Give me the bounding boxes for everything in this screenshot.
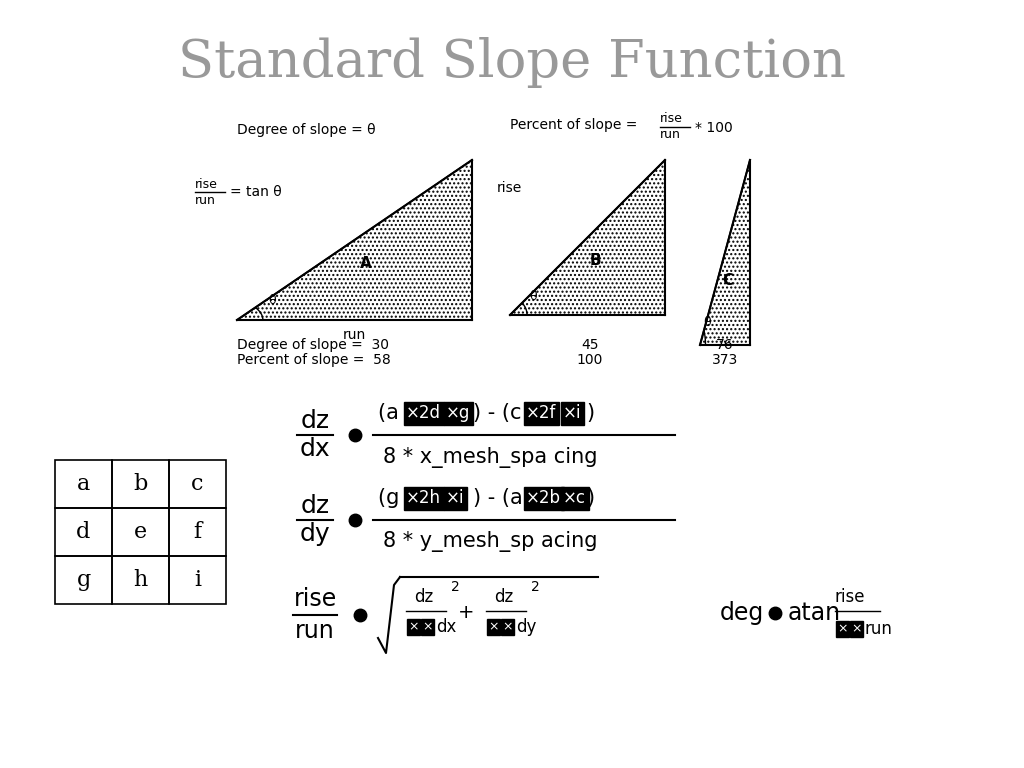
Bar [169, 556, 226, 604]
Text: ×: × [837, 623, 848, 635]
Text: run: run [295, 619, 335, 643]
Bar [169, 508, 226, 556]
Text: dy: dy [300, 522, 331, 546]
Text: (g: (g [378, 488, 406, 508]
Text: Percent of slope =: Percent of slope = [510, 118, 642, 132]
Text: ×i: ×i [446, 489, 465, 507]
Text: ×: × [851, 623, 861, 635]
Bar [55, 556, 112, 604]
Text: rise: rise [195, 178, 218, 191]
Bar [112, 556, 169, 604]
Text: run: run [195, 194, 216, 207]
Text: = tan θ: = tan θ [230, 185, 282, 199]
Text: 100: 100 [577, 353, 603, 367]
Text: d: d [77, 521, 91, 543]
Text: Degree of slope =  30: Degree of slope = 30 [237, 338, 389, 352]
Text: ): ) [586, 403, 594, 423]
Text: ): ) [586, 488, 594, 508]
Text: ×: × [408, 621, 419, 634]
Text: run: run [865, 620, 893, 638]
Text: dz: dz [494, 588, 513, 606]
Text: Percent of slope =  58: Percent of slope = 58 [237, 353, 391, 367]
Bar [55, 508, 112, 556]
Text: g: g [77, 569, 91, 591]
Text: ×2f: ×2f [526, 404, 556, 422]
Bar [169, 460, 226, 508]
Polygon shape [510, 160, 665, 315]
Text: rise: rise [293, 587, 337, 611]
Text: +: + [458, 604, 474, 623]
Text: 2: 2 [451, 580, 460, 594]
Text: * 100: * 100 [695, 121, 733, 135]
Text: ) - (c: ) - (c [473, 403, 528, 423]
Text: f: f [194, 521, 202, 543]
Text: 373: 373 [712, 353, 738, 367]
Text: ×: × [422, 621, 432, 634]
Text: θ: θ [268, 294, 276, 307]
Text: ×: × [502, 621, 512, 634]
Text: ×2d: ×2d [406, 404, 441, 422]
Text: θ: θ [703, 316, 712, 329]
Text: rise: rise [497, 181, 522, 195]
Polygon shape [237, 160, 472, 320]
Text: atan: atan [788, 601, 841, 625]
Text: e: e [134, 521, 147, 543]
Text: dz: dz [300, 409, 330, 433]
Text: 2: 2 [531, 580, 540, 594]
Text: run: run [343, 328, 367, 342]
Bar [112, 508, 169, 556]
Text: B: B [590, 253, 601, 268]
Text: dx: dx [436, 618, 457, 636]
Text: ×i: ×i [563, 404, 582, 422]
Text: dz: dz [414, 588, 433, 606]
Text: (a: (a [378, 403, 406, 423]
Text: 45: 45 [582, 338, 599, 352]
Text: c: c [191, 473, 204, 495]
Text: dy: dy [516, 618, 537, 636]
Text: rise: rise [660, 112, 683, 125]
Text: rise: rise [835, 588, 865, 606]
Text: Degree of slope = θ: Degree of slope = θ [237, 123, 376, 137]
Polygon shape [700, 160, 750, 345]
Text: ×: × [488, 621, 499, 634]
Text: b: b [133, 473, 147, 495]
Text: run: run [660, 128, 681, 141]
Text: 76: 76 [716, 338, 734, 352]
Text: 8 * y_mesh_sp acing: 8 * y_mesh_sp acing [383, 531, 597, 552]
Text: a: a [77, 473, 90, 495]
Text: dz: dz [300, 494, 330, 518]
Text: ×c: ×c [563, 489, 586, 507]
Text: h: h [133, 569, 147, 591]
Text: θ: θ [529, 290, 537, 303]
Text: i: i [194, 569, 201, 591]
Bar [55, 460, 112, 508]
Text: A: A [360, 257, 372, 272]
Text: C: C [722, 273, 733, 288]
Bar [112, 460, 169, 508]
Text: deg: deg [720, 601, 764, 625]
Text: ×2h: ×2h [406, 489, 441, 507]
Text: ) - (a: ) - (a [473, 488, 529, 508]
Text: ×g: ×g [446, 404, 470, 422]
Text: dx: dx [300, 437, 331, 461]
Text: ×2b: ×2b [526, 489, 561, 507]
Text: Standard Slope Function: Standard Slope Function [178, 37, 846, 88]
Text: 8 * x_mesh_spa cing: 8 * x_mesh_spa cing [383, 446, 597, 468]
